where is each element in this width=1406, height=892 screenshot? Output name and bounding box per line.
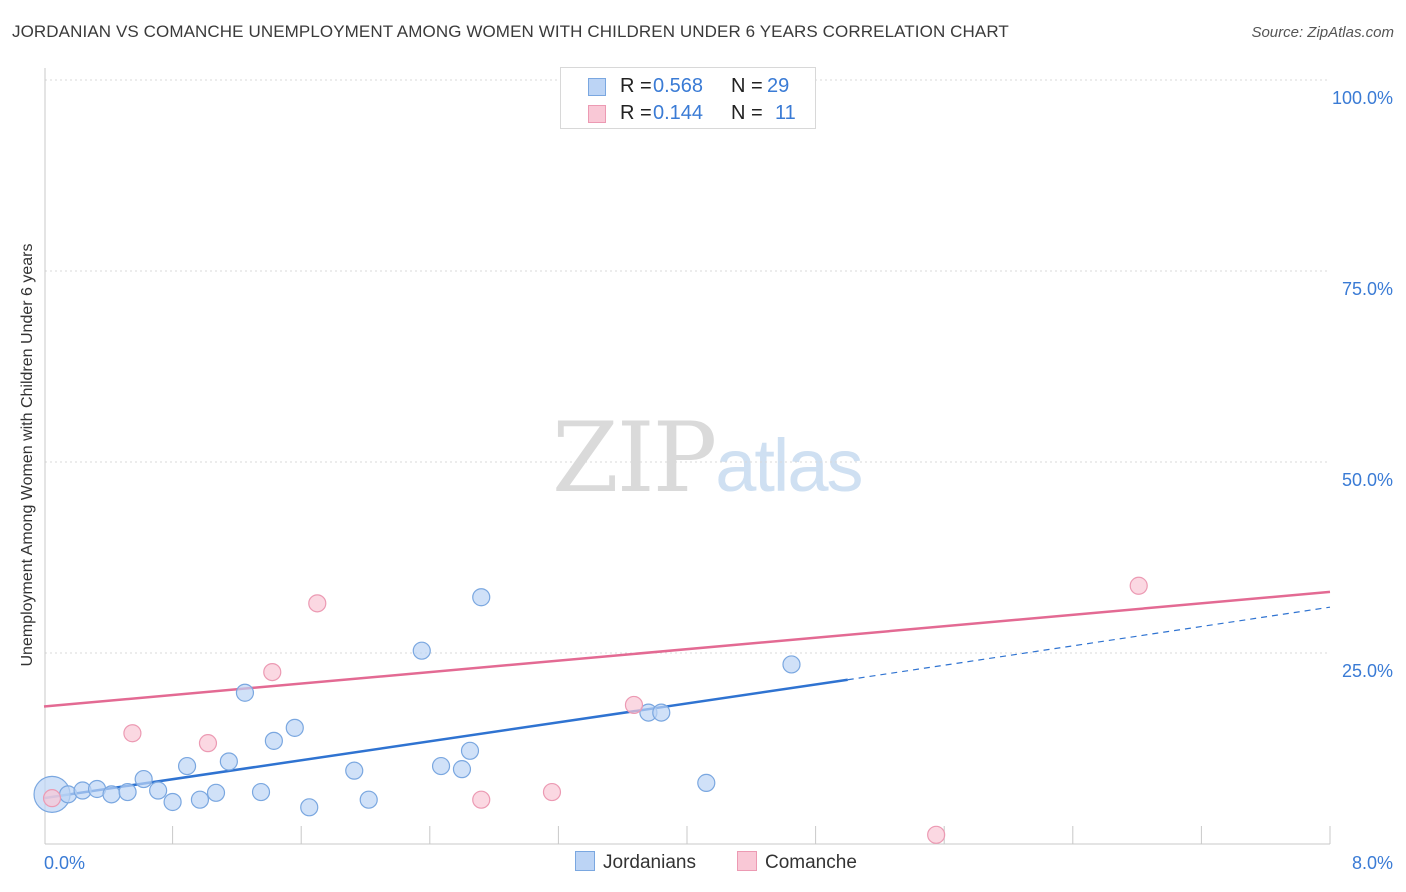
point-jordanians — [235, 683, 255, 702]
point-jordanians — [251, 782, 271, 802]
y-axis-label: Unemployment Among Women with Children U… — [19, 243, 36, 667]
point-jordanians — [412, 641, 431, 660]
point-comanche — [1129, 576, 1148, 595]
chart-title: JORDANIAN VS COMANCHE UNEMPLOYMENT AMONG… — [12, 22, 1009, 41]
point-jordanians — [285, 718, 304, 737]
point-comanche — [472, 790, 491, 809]
trendline-comanche — [43, 590, 1331, 708]
point-jordanians — [118, 782, 137, 802]
point-jordanians — [149, 781, 168, 800]
y-tick-label: 25.0% — [1342, 661, 1393, 681]
legend-r-value: 0.568 — [653, 75, 704, 97]
trendline-jordanians-extension — [847, 606, 1331, 681]
grid-layer — [45, 79, 1330, 654]
legend-n-label: N = — [731, 102, 763, 124]
legend-label-jordanians: Jordanians — [603, 852, 696, 873]
y-tick-label: 75.0% — [1342, 279, 1393, 299]
legend-n-value: 29 — [767, 75, 790, 97]
legend-row-comanche: R = 0.144 N = 11 — [561, 102, 815, 128]
point-jordanians — [134, 769, 153, 789]
tick-label-layer: 25.0% 50.0% 75.0% 100.0% 0.0% 8.0% — [44, 88, 1393, 873]
y-tick-label: 100.0% — [1332, 88, 1393, 108]
x-tick-label: 0.0% — [44, 853, 85, 873]
point-jordanians — [345, 761, 364, 780]
legend-swatch-comanche — [588, 105, 606, 123]
point-comanche — [42, 789, 62, 808]
watermark: ZIPatlas — [552, 402, 864, 514]
legend-n-label: N = — [731, 75, 763, 97]
correlation-legend: R = 0.568 N = 29 R = 0.144 N = 11 — [560, 67, 816, 129]
point-jordanians — [460, 741, 480, 760]
series-legend: Jordanians Comanche — [0, 851, 1406, 877]
axis-layer — [44, 68, 1331, 845]
watermark-zip: ZIP — [552, 402, 717, 514]
y-tick-label: 50.0% — [1342, 470, 1393, 490]
point-jordanians — [300, 798, 319, 817]
point-jordanians — [163, 792, 182, 812]
point-jordanians — [177, 756, 197, 776]
point-jordanians — [219, 752, 238, 771]
point-jordanians — [264, 731, 283, 750]
point-comanche — [263, 662, 282, 682]
point-comanche — [198, 734, 218, 753]
legend-n-value: 11 — [775, 102, 796, 124]
point-comanche — [624, 695, 644, 715]
point-comanche — [542, 782, 562, 802]
source-label: Source: ZipAtlas.com — [1251, 24, 1394, 41]
legend-label-comanche: Comanche — [765, 852, 857, 873]
point-jordanians — [472, 588, 491, 607]
legend-swatch-comanche — [737, 851, 757, 871]
legend-item-comanche[interactable]: Comanche — [737, 851, 857, 874]
point-jordanians — [190, 790, 210, 809]
point-jordanians — [431, 756, 451, 776]
point-jordanians — [697, 773, 716, 792]
legend-r-label: R = — [620, 75, 652, 97]
legend-r-value: 0.144 — [653, 102, 704, 124]
legend-r-label: R = — [620, 102, 652, 124]
legend-swatch-jordanians — [575, 851, 595, 871]
watermark-atlas: atlas — [715, 424, 863, 507]
trend-layer — [43, 590, 1331, 800]
point-comanche — [308, 594, 327, 613]
trendline-jordanians — [43, 678, 848, 800]
point-jordanians — [206, 783, 226, 802]
legend-row-jordanians: R = 0.568 N = 29 — [561, 75, 815, 101]
point-jordanians — [652, 703, 671, 722]
point-layer — [33, 70, 1148, 844]
x-tick-label: 8.0% — [1352, 853, 1393, 873]
legend-swatch-jordanians — [588, 78, 606, 96]
point-jordanians — [359, 790, 378, 809]
point-comanche — [927, 825, 946, 844]
point-jordanians — [782, 655, 801, 674]
point-jordanians — [452, 760, 472, 779]
point-jordanians — [102, 785, 121, 804]
legend-item-jordanians[interactable]: Jordanians — [575, 851, 696, 874]
point-comanche — [123, 724, 142, 743]
